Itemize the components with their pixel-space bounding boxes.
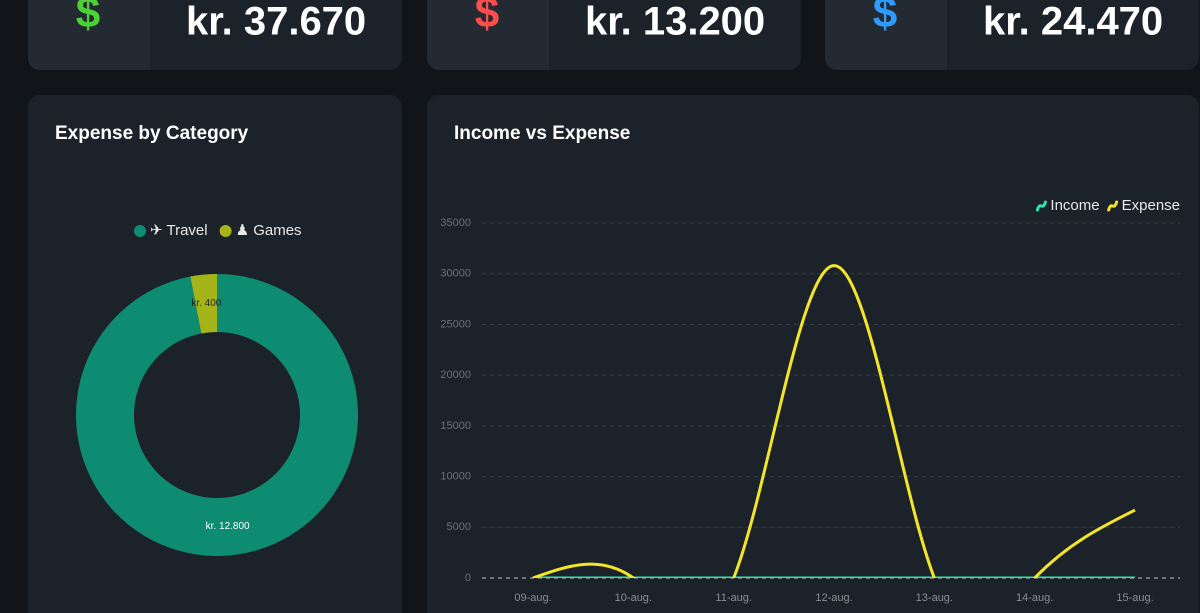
- donut-slice: [190, 274, 217, 334]
- y-tick-label: 30000: [440, 268, 471, 280]
- card-icon-bg: [825, 0, 947, 70]
- y-tick-label: 25000: [440, 318, 471, 330]
- series-line: [532, 264, 1136, 578]
- legend-label: ✈ Travel: [150, 222, 208, 239]
- legend-marker: [219, 225, 232, 237]
- card-icon: $: [475, 0, 499, 38]
- y-tick-label: 15000: [440, 420, 471, 432]
- legend-label: Expense: [1122, 197, 1180, 214]
- y-tick-label: 5000: [447, 521, 471, 533]
- card-icon: $: [76, 0, 100, 38]
- slice-label: kr. 12.800: [206, 521, 250, 532]
- card-value: kr. 37.670: [186, 0, 366, 44]
- x-tick-label: 15-aug.: [1116, 592, 1153, 604]
- chart-title: Income vs Expense: [454, 123, 630, 144]
- panel: [427, 95, 1199, 613]
- legend-label: ♟ Games: [236, 222, 302, 239]
- legend-label: Income: [1050, 197, 1099, 214]
- x-tick-label: 13-aug.: [916, 592, 953, 604]
- chart-title: Expense by Category: [55, 123, 249, 144]
- donut-slice: [76, 274, 359, 556]
- x-tick-label: 10-aug.: [615, 592, 652, 604]
- y-tick-label: 35000: [440, 217, 471, 229]
- card-icon: $: [873, 0, 897, 38]
- legend-marker: [1107, 200, 1119, 212]
- x-tick-label: 12-aug.: [815, 592, 852, 604]
- card-value: kr. 24.470: [983, 0, 1163, 44]
- card-icon-bg: [427, 0, 549, 70]
- y-tick-label: 10000: [440, 470, 471, 482]
- card-icon-bg: [28, 0, 150, 70]
- x-tick-label: 11-aug.: [715, 592, 752, 604]
- x-tick-label: 14-aug.: [1016, 592, 1053, 604]
- legend-marker: [134, 225, 146, 237]
- x-tick-label: 09-aug.: [514, 592, 551, 604]
- y-tick-label: 20000: [440, 369, 471, 381]
- slice-label: kr. 400: [191, 298, 221, 309]
- plot-area: [532, 264, 1136, 578]
- legend-marker: [1035, 200, 1047, 212]
- card-value: kr. 13.200: [585, 0, 765, 44]
- y-tick-label: 0: [465, 572, 471, 584]
